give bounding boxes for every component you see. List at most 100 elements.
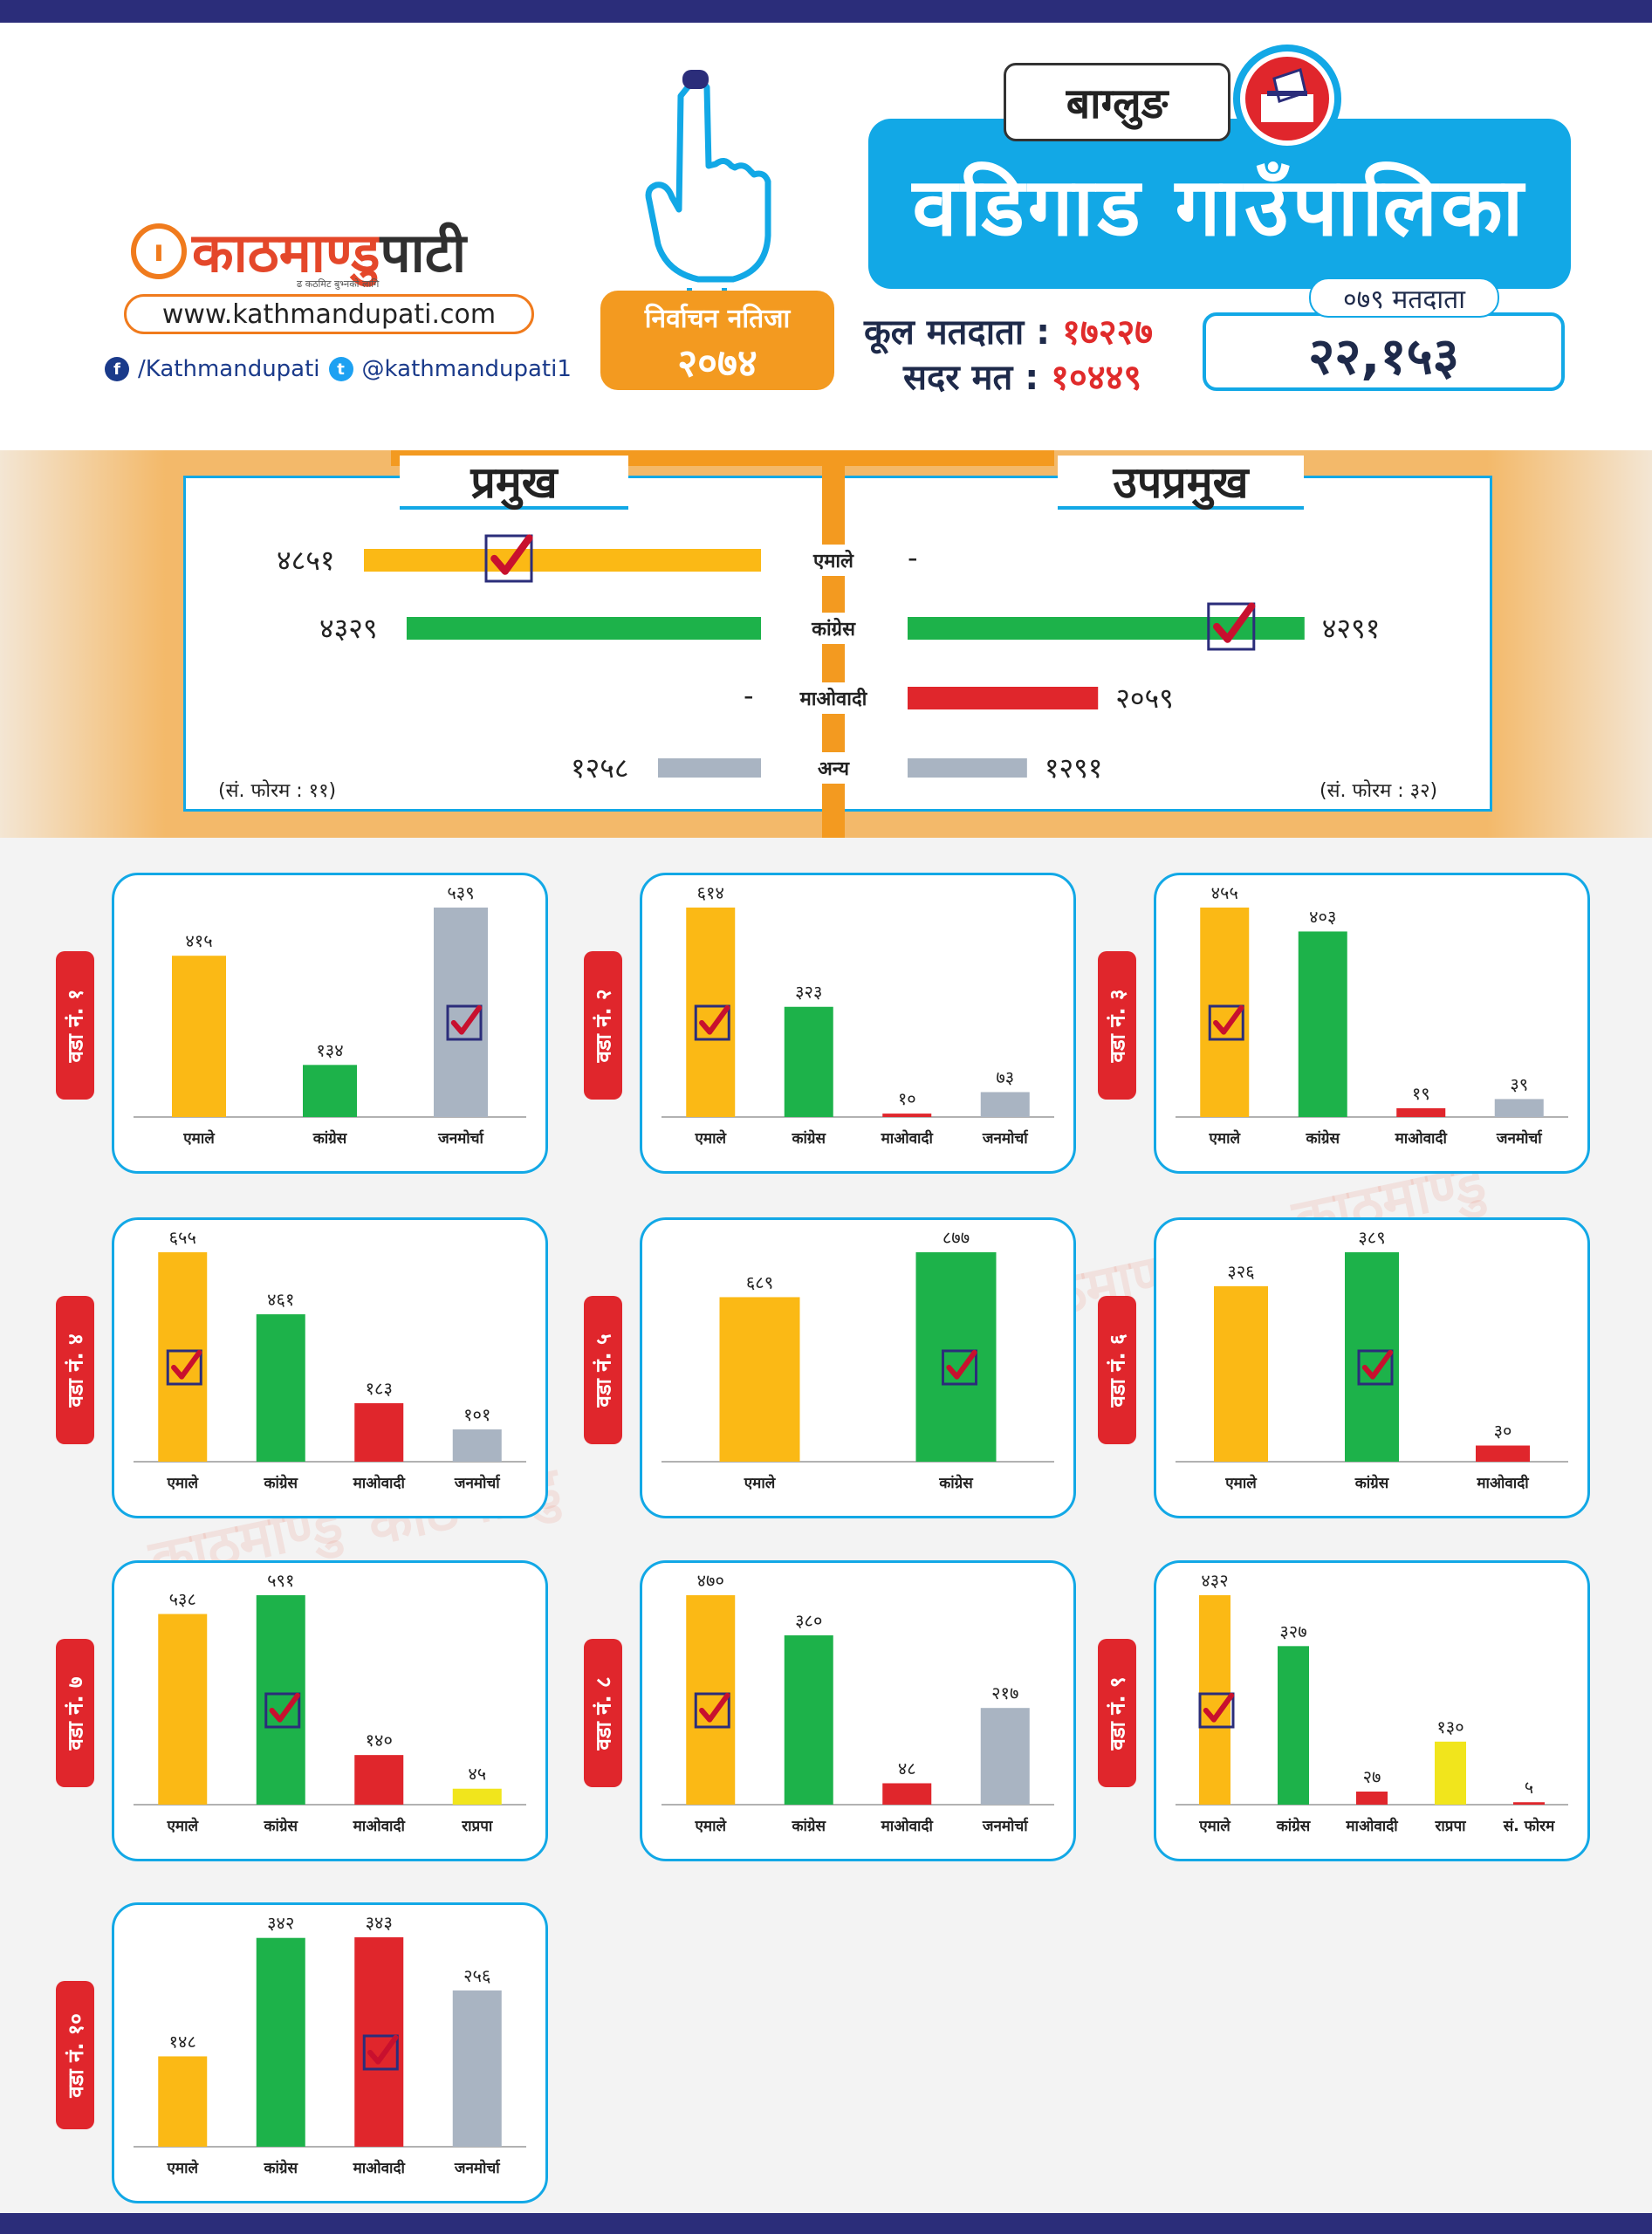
ward-winner-check [1208, 1004, 1244, 1041]
ward-label-tab: वडा नं. १० [56, 1981, 94, 2129]
ward-label-tab: वडा नं. ३ [1098, 951, 1136, 1100]
ward-party-label: जनमोर्चा [437, 1129, 484, 1148]
ward-party-label: एमाले [1209, 1129, 1242, 1148]
summary-party-label: अन्य [781, 752, 886, 784]
ward-bar-value: १०१ [463, 1404, 490, 1425]
logo-mark-icon: ı [131, 223, 187, 279]
ward-party-label: एमाले [695, 1817, 728, 1835]
ward-bar [1396, 1107, 1446, 1117]
ward-chart: ४७० एमाले ३८० कांग्रेस ४८ माओवादी २१७ जनमोर्चा [661, 1570, 1054, 1835]
ward-bar-value: ५३८ [169, 1589, 196, 1610]
logo-tagline: ढ कठमिट बुभ्नको लागि [297, 278, 380, 290]
ward-bar-value: ४१५ [185, 930, 212, 951]
inked-finger-icon [645, 70, 771, 297]
check-box [362, 2034, 399, 2071]
chief-title: प्रमुख [400, 456, 628, 510]
total-voters-value: १७२२७ [1062, 312, 1154, 353]
ward-bar-value: १३४ [316, 1039, 343, 1060]
ward-party-label: सं. फोरम [1503, 1817, 1555, 1835]
ward-bar-value: ३८० [795, 1610, 822, 1631]
ward-party-label: माओवादी [881, 1129, 934, 1148]
check-box [942, 1349, 977, 1386]
ward-bar [1278, 1646, 1309, 1805]
deputy-value-label: १२९१ [1044, 751, 1103, 785]
ward-bar-value: ४७० [697, 1570, 724, 1591]
ward-bar-value: ३८९ [1358, 1227, 1385, 1248]
ward-label: वडा नं. ८ [591, 1676, 616, 1751]
ward-party-label: जनमोर्चा [454, 2159, 501, 2177]
ward-bar [882, 1783, 932, 1805]
ward-party-label: माओवादी [1476, 1474, 1529, 1492]
ward-party-label: माओवादी [353, 1474, 406, 1492]
ward-bar [980, 1708, 1030, 1805]
check-mark [450, 1004, 483, 1035]
ward-label-tab: वडा नं. ५ [584, 1296, 622, 1444]
ward-party-label: एमाले [744, 1474, 777, 1492]
ward-winner-check [1357, 1349, 1394, 1386]
ward-chart: ६८९ एमाले ८७७ कांग्रेस [661, 1227, 1054, 1492]
ward-party-label: कांग्रेस [1276, 1817, 1312, 1835]
ward-winner-check [694, 1692, 730, 1729]
check-box [1198, 1692, 1235, 1729]
ward-party-label: जनमोर्चा [982, 1129, 1029, 1148]
check-mark [1361, 1349, 1394, 1380]
check-box [166, 1349, 202, 1386]
deputy-value-label: २०५९ [1115, 682, 1174, 715]
ward-label: वडा नं. ३ [1105, 988, 1130, 1063]
ward-bar [354, 1755, 404, 1805]
voter-stats: कूल मतदाता : १७२२७ सदर मत : १०४४९ [864, 310, 1153, 401]
ward-label: वडा नं. ९ [1105, 1676, 1130, 1751]
ward-label-tab: वडा नं. २ [584, 951, 622, 1100]
ward-winner-check [1198, 1692, 1235, 1729]
ward-label: वडा नं. १० [63, 2012, 88, 2098]
bottom-bar [0, 2213, 1652, 2234]
ward-bar [452, 1429, 502, 1462]
kathmandupati-logo: ı काठमाण्डुपाटी [131, 214, 515, 288]
badge-line2: २०७४ [677, 341, 757, 386]
ward-bar [719, 1297, 800, 1462]
ward-bar-value: १९ [1412, 1083, 1430, 1104]
ward-winner-check [264, 1692, 301, 1729]
ward-bar-value: ३२३ [795, 982, 822, 1003]
ward-party-label: माओवादी [353, 2159, 406, 2177]
ward-bar-value: ३२७ [1279, 1621, 1306, 1641]
logo-text-a: काठमाण्डु [192, 220, 380, 284]
deputy-value-label: ४२९१ [1321, 612, 1381, 645]
website-link[interactable]: www.kathmandupati.com [124, 294, 534, 334]
ward-bar [256, 1937, 305, 2147]
election-result-badge: निर्वाचन नतिजा २०७४ [600, 291, 834, 390]
ward-card [640, 1217, 1076, 1518]
ward-bar-value: ४३२ [1201, 1570, 1228, 1591]
chief-value-label: १२५८ [571, 751, 629, 785]
ward-bar [354, 1402, 404, 1462]
summary-party-label: एमाले [781, 545, 886, 576]
badge-line1: निर्वाचन नतिजा [644, 304, 791, 334]
check-box [1208, 1004, 1244, 1041]
municipality-title: वडिगाड गाउँपालिका [868, 119, 1571, 289]
ward-party-label: कांग्रेस [312, 1129, 348, 1148]
valid-votes-value: १०४४९ [1051, 358, 1142, 398]
ward-party-label: कांग्रेस [263, 1817, 298, 1835]
summary-party-label: कांग्रेस [781, 613, 886, 644]
ward-bar-value: १८३ [366, 1378, 393, 1399]
ward-chart: ३२६ एमाले ३८९ कांग्रेस ३० माओवादी [1176, 1227, 1568, 1492]
ward-bar-value: ३२६ [1227, 1261, 1254, 1282]
total-voters-label: कूल मतदाता : [864, 312, 1051, 353]
ward-bar [1476, 1445, 1530, 1462]
ward-bar-value: ६८९ [746, 1271, 773, 1292]
ward-bar-value: ४८ [898, 1758, 916, 1778]
ward-party-label: कांग्रेस [263, 1474, 298, 1492]
check-box [694, 1004, 730, 1041]
ward-label-tab: वडा नं. ६ [1098, 1296, 1136, 1444]
ward-party-label: माओवादी [1345, 1817, 1398, 1835]
ward-party-label: माओवादी [881, 1817, 934, 1835]
ward-party-label: राप्रपा [1434, 1818, 1466, 1835]
ward-bar [980, 1092, 1030, 1117]
ward-bar [915, 1252, 997, 1462]
ward-party-label: माओवादी [353, 1817, 406, 1835]
ward-winner-check [446, 1004, 483, 1041]
check-mark [269, 1692, 300, 1723]
facebook-link[interactable]: /Kathmandupati [138, 356, 320, 382]
twitter-link[interactable]: @kathmandupati1 [361, 356, 572, 382]
ward-chart: १४८ एमाले ३४२ कांग्रेस ३४३ माओवादी २५६ जनमोर्चा [134, 1912, 526, 2177]
